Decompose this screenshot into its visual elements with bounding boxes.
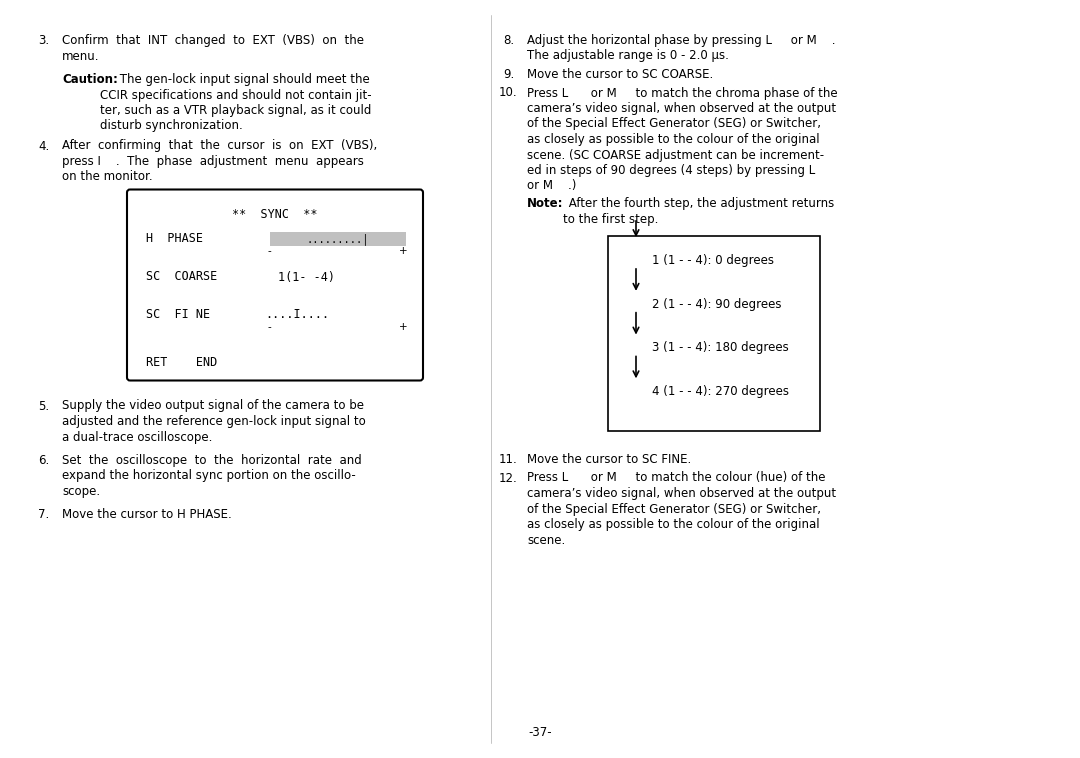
Text: 3.: 3. [38, 34, 49, 47]
Text: Supply the video output signal of the camera to be: Supply the video output signal of the ca… [62, 399, 364, 412]
Text: 9.: 9. [503, 68, 514, 81]
Text: scene.: scene. [527, 534, 565, 547]
Text: disturb synchronization.: disturb synchronization. [100, 120, 243, 133]
Text: Caution:: Caution: [62, 73, 118, 86]
Text: **  SYNC  **: ** SYNC ** [232, 208, 318, 221]
Text: Set  the  oscilloscope  to  the  horizontal  rate  and: Set the oscilloscope to the horizontal r… [62, 454, 362, 467]
Text: press I    .  The  phase  adjustment  menu  appears: press I . The phase adjustment menu appe… [62, 155, 364, 168]
Text: 5.: 5. [38, 399, 49, 412]
Text: H  PHASE: H PHASE [146, 233, 203, 246]
Text: 1(1- -4): 1(1- -4) [278, 271, 335, 283]
Text: Confirm  that  INT  changed  to  EXT  (VBS)  on  the: Confirm that INT changed to EXT (VBS) on… [62, 34, 364, 47]
Text: expand the horizontal sync portion on the oscillo-: expand the horizontal sync portion on th… [62, 469, 355, 483]
Text: 10.: 10. [499, 86, 517, 99]
Text: After  confirming  that  the  cursor  is  on  EXT  (VBS),: After confirming that the cursor is on E… [62, 139, 377, 152]
Text: menu.: menu. [62, 49, 99, 62]
Text: as closely as possible to the colour of the original: as closely as possible to the colour of … [527, 133, 820, 146]
Text: scene. (SC COARSE adjustment can be increment-: scene. (SC COARSE adjustment can be incr… [527, 149, 824, 161]
Text: .........│: .........│ [307, 233, 369, 246]
Text: SC  COARSE: SC COARSE [146, 271, 217, 283]
Text: or M    .): or M .) [527, 180, 577, 193]
Text: ....I....: ....I.... [265, 309, 329, 321]
Text: a dual-trace oscilloscope.: a dual-trace oscilloscope. [62, 431, 213, 443]
Text: After the fourth step, the adjustment returns: After the fourth step, the adjustment re… [565, 197, 834, 210]
Text: -37-: -37- [528, 726, 552, 739]
Text: Move the cursor to SC COARSE.: Move the cursor to SC COARSE. [527, 68, 713, 81]
Text: SC  FI NE: SC FI NE [146, 309, 211, 321]
Text: -: - [268, 322, 272, 333]
Text: ed in steps of 90 degrees (4 steps) by pressing L: ed in steps of 90 degrees (4 steps) by p… [527, 164, 815, 177]
Text: 11.: 11. [499, 453, 517, 466]
Text: -: - [268, 246, 272, 256]
Text: 7.: 7. [38, 509, 50, 522]
Text: 1 (1 - - 4): 0 degrees: 1 (1 - - 4): 0 degrees [652, 254, 774, 267]
Text: 4.: 4. [38, 139, 50, 152]
Text: 4 (1 - - 4): 270 degrees: 4 (1 - - 4): 270 degrees [652, 385, 789, 398]
Text: to the first step.: to the first step. [563, 212, 659, 225]
Text: The gen-lock input signal should meet the: The gen-lock input signal should meet th… [116, 73, 369, 86]
Text: on the monitor.: on the monitor. [62, 171, 152, 183]
Text: as closely as possible to the colour of the original: as closely as possible to the colour of … [527, 518, 820, 531]
Text: The adjustable range is 0 - 2.0 μs.: The adjustable range is 0 - 2.0 μs. [527, 49, 729, 62]
Text: Press L      or M     to match the chroma phase of the: Press L or M to match the chroma phase o… [527, 86, 838, 99]
Text: +: + [400, 322, 408, 333]
FancyBboxPatch shape [127, 190, 423, 381]
Bar [608, 236, 820, 431]
Text: of the Special Effect Generator (SEG) or Switcher,: of the Special Effect Generator (SEG) or… [527, 503, 821, 515]
Text: 8.: 8. [503, 34, 514, 47]
Text: scope.: scope. [62, 485, 100, 498]
Text: Press L      or M     to match the colour (hue) of the: Press L or M to match the colour (hue) o… [527, 471, 825, 484]
Text: RET    END: RET END [146, 356, 217, 368]
Text: 2 (1 - - 4): 90 degrees: 2 (1 - - 4): 90 degrees [652, 298, 782, 311]
Text: 12.: 12. [499, 471, 517, 484]
Text: camera’s video signal, when observed at the output: camera’s video signal, when observed at … [527, 487, 836, 500]
Text: CCIR specifications and should not contain jit-: CCIR specifications and should not conta… [100, 89, 372, 102]
Text: 6.: 6. [38, 454, 50, 467]
Text: Adjust the horizontal phase by pressing L     or M    .: Adjust the horizontal phase by pressing … [527, 34, 836, 47]
Text: Note:: Note: [527, 197, 564, 210]
Text: Move the cursor to SC FINE.: Move the cursor to SC FINE. [527, 453, 691, 466]
Text: ter, such as a VTR playback signal, as it could: ter, such as a VTR playback signal, as i… [100, 104, 372, 117]
Text: 3 (1 - - 4): 180 degrees: 3 (1 - - 4): 180 degrees [652, 342, 788, 355]
Text: adjusted and the reference gen-lock input signal to: adjusted and the reference gen-lock inpu… [62, 415, 366, 428]
Bar [270, 231, 406, 246]
Text: of the Special Effect Generator (SEG) or Switcher,: of the Special Effect Generator (SEG) or… [527, 117, 821, 130]
Text: Move the cursor to H PHASE.: Move the cursor to H PHASE. [62, 509, 232, 522]
Text: +: + [400, 246, 408, 256]
Text: camera’s video signal, when observed at the output: camera’s video signal, when observed at … [527, 102, 836, 115]
